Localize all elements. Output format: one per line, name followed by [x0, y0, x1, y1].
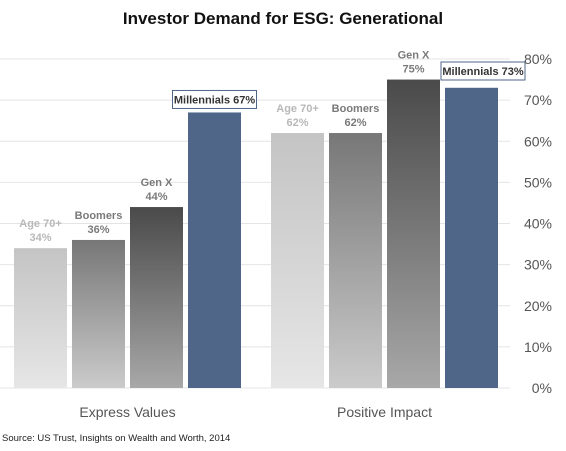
- y-tick-label: 40%: [524, 216, 552, 232]
- bar-boomers-0: [72, 239, 125, 388]
- bar-boomers-1: [329, 133, 382, 388]
- category-label: Positive Impact: [337, 404, 432, 420]
- bar-millennials-0: [188, 112, 241, 389]
- bar-series-label: Boomers: [332, 103, 380, 115]
- y-axis: 0% 10% 20% 30% 40% 50% 60% 70% 80%: [524, 51, 552, 396]
- bar-gen-x-0: [130, 207, 183, 388]
- millennials-callout-label: Millennials 73%: [442, 66, 524, 78]
- bar-value-label: 36%: [87, 224, 109, 236]
- x-axis: Express Values Positive Impact: [79, 404, 432, 420]
- bars: [14, 79, 498, 389]
- bar-labels: Age 70+ 34% Boomers 36% Gen X 44% Millennials …: [19, 50, 526, 244]
- category-label: Express Values: [79, 404, 175, 420]
- millennials-callout-box: [172, 89, 257, 109]
- bar-gen-x-1: [387, 79, 440, 388]
- bar-value-label: 62%: [286, 117, 308, 129]
- bar-value-label: 34%: [29, 232, 51, 244]
- millennials-callout-box: [440, 61, 526, 81]
- bar-age-70--1: [271, 133, 324, 388]
- bar-age-70--0: [14, 248, 67, 388]
- bar-series-label: Gen X: [398, 50, 430, 62]
- y-tick-label: 70%: [524, 92, 552, 108]
- bar-series-label: Age 70+: [276, 103, 319, 115]
- bar-value-label: 62%: [344, 117, 366, 129]
- bar-value-label: 75%: [402, 64, 424, 76]
- bar-millennials-1: [445, 87, 498, 388]
- y-tick-label: 20%: [524, 298, 552, 314]
- bar-series-label: Gen X: [141, 177, 173, 189]
- chart-title: Investor Demand for ESG: Generational: [123, 9, 443, 28]
- y-tick-label: 30%: [524, 257, 552, 273]
- bar-series-label: Age 70+: [19, 218, 62, 230]
- millennials-callout-label: Millennials 67%: [174, 94, 256, 106]
- y-tick-label: 0%: [532, 380, 552, 396]
- y-tick-label: 80%: [524, 51, 552, 67]
- y-tick-label: 60%: [524, 133, 552, 149]
- source-note: Source: US Trust, Insights on Wealth and…: [2, 433, 230, 444]
- y-tick-label: 10%: [524, 339, 552, 355]
- y-tick-label: 50%: [524, 174, 552, 190]
- bar-value-label: 44%: [145, 191, 167, 203]
- bar-series-label: Boomers: [75, 210, 123, 222]
